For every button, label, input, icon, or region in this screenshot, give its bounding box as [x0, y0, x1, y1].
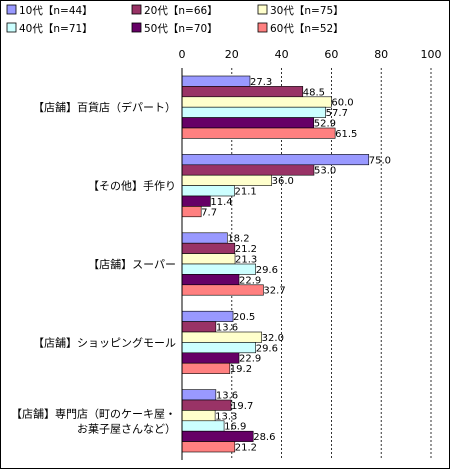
category-label: 【店舗】ショッピングモール [33, 335, 176, 349]
bar [181, 441, 236, 453]
bar [181, 331, 262, 343]
value-label: 21.2 [235, 244, 257, 255]
legend-label: 30代【n=75】 [270, 5, 344, 17]
value-label: 18.2 [227, 234, 249, 245]
legend: 10代【n=44】 20代【n=66】 30代【n=75】 40代【n=71】 50代【… [6, 4, 344, 35]
legend-swatch [6, 4, 17, 15]
legend-item: 30代【n=75】 [257, 4, 344, 17]
legend-label: 60代【n=52】 [270, 23, 344, 35]
bar [181, 362, 231, 374]
legend-label: 50代【n=70】 [144, 23, 218, 35]
category-label: 【店舗】スーパー [88, 257, 176, 271]
value-label: 48.5 [303, 87, 325, 98]
value-label: 32.7 [263, 286, 285, 297]
bar [181, 206, 202, 218]
bar [181, 284, 264, 296]
value-label: 52.9 [314, 119, 336, 130]
category-label: 【店舗】百貨店（デパート） [33, 100, 176, 114]
legend-label: 40代【n=71】 [19, 23, 93, 35]
value-label: 13.3 [215, 411, 237, 422]
value-label: 28.6 [253, 432, 275, 443]
legend-swatch [257, 4, 268, 15]
tick-label: 40 [275, 48, 289, 61]
bar [181, 321, 217, 333]
bar [181, 164, 315, 176]
legend-label: 20代【n=66】 [144, 5, 218, 17]
tick-label: 80 [374, 48, 388, 61]
bar [181, 96, 332, 108]
value-label: 13.6 [216, 391, 238, 402]
bar [181, 195, 211, 207]
value-label: 22.9 [239, 354, 261, 365]
value-label: 21.1 [235, 187, 257, 198]
bar [181, 399, 232, 411]
value-label: 27.3 [250, 77, 272, 88]
category-label: 【その他】手作り [88, 179, 176, 193]
bar [181, 263, 257, 275]
category-labels: 【店舗】百貨店（デパート） 【その他】手作り【店舗】スーパー【店舗】ショッピングモ… [11, 100, 176, 435]
value-label: 22.9 [239, 275, 261, 286]
category-label: お菓子屋さんなど） [77, 422, 176, 435]
value-label: 57.7 [326, 108, 348, 119]
bar [181, 127, 336, 139]
bar [181, 389, 217, 401]
value-label: 60.0 [331, 98, 353, 109]
tick-label: 20 [225, 48, 239, 61]
bar [181, 420, 225, 432]
bar [181, 310, 234, 322]
value-label: 11.4 [210, 197, 232, 208]
value-label: 19.2 [230, 364, 252, 375]
value-label: 53.0 [314, 166, 336, 177]
legend-item: 50代【n=70】 [131, 22, 218, 35]
tick-label: 60 [324, 48, 338, 61]
value-label: 29.6 [256, 265, 278, 276]
tick-label: 0 [179, 48, 186, 61]
value-label: 32.0 [262, 333, 284, 344]
legend-item: 10代【n=44】 [6, 4, 93, 17]
legend-swatch [257, 22, 268, 33]
legend-label: 10代【n=44】 [19, 5, 93, 17]
legend-item: 20代【n=66】 [131, 4, 218, 17]
value-label: 7.7 [201, 207, 217, 218]
bar [181, 185, 235, 197]
bar [181, 430, 254, 442]
bar [181, 174, 272, 186]
bar [181, 342, 257, 354]
legend-swatch [6, 22, 17, 33]
value-label: 61.5 [335, 129, 357, 140]
bar [181, 75, 251, 87]
value-label: 13.6 [216, 323, 238, 334]
bar [181, 352, 240, 364]
tick-label: 100 [421, 48, 442, 61]
value-labels: 27.3 48.5 60.057.752.961.5 75.0 53.0 36.0 21.1… [201, 77, 391, 454]
bar [181, 410, 216, 422]
bars [181, 75, 370, 453]
value-label: 36.0 [272, 176, 294, 187]
x-axis-ticks: 0 20 40 60 80 100 [179, 48, 442, 61]
value-label: 16.9 [224, 422, 246, 433]
bar [181, 154, 370, 166]
value-label: 20.5 [233, 312, 255, 323]
legend-item: 60代【n=52】 [257, 22, 344, 35]
value-label: 75.0 [369, 155, 391, 166]
bar [181, 106, 326, 118]
bar [181, 274, 240, 286]
bar [181, 117, 315, 129]
bar [181, 253, 236, 265]
legend-swatch [131, 4, 142, 15]
category-label: 【店舗】専門店（町のケーキ屋・ [11, 406, 176, 420]
legend-item: 40代【n=71】 [6, 22, 93, 35]
bar [181, 232, 228, 244]
value-label: 21.2 [235, 443, 257, 454]
bar [181, 242, 236, 254]
value-label: 21.3 [235, 255, 257, 266]
value-label: 29.6 [256, 343, 278, 354]
bar [181, 86, 304, 98]
legend-swatch [131, 22, 142, 33]
value-label: 19.7 [231, 401, 253, 412]
